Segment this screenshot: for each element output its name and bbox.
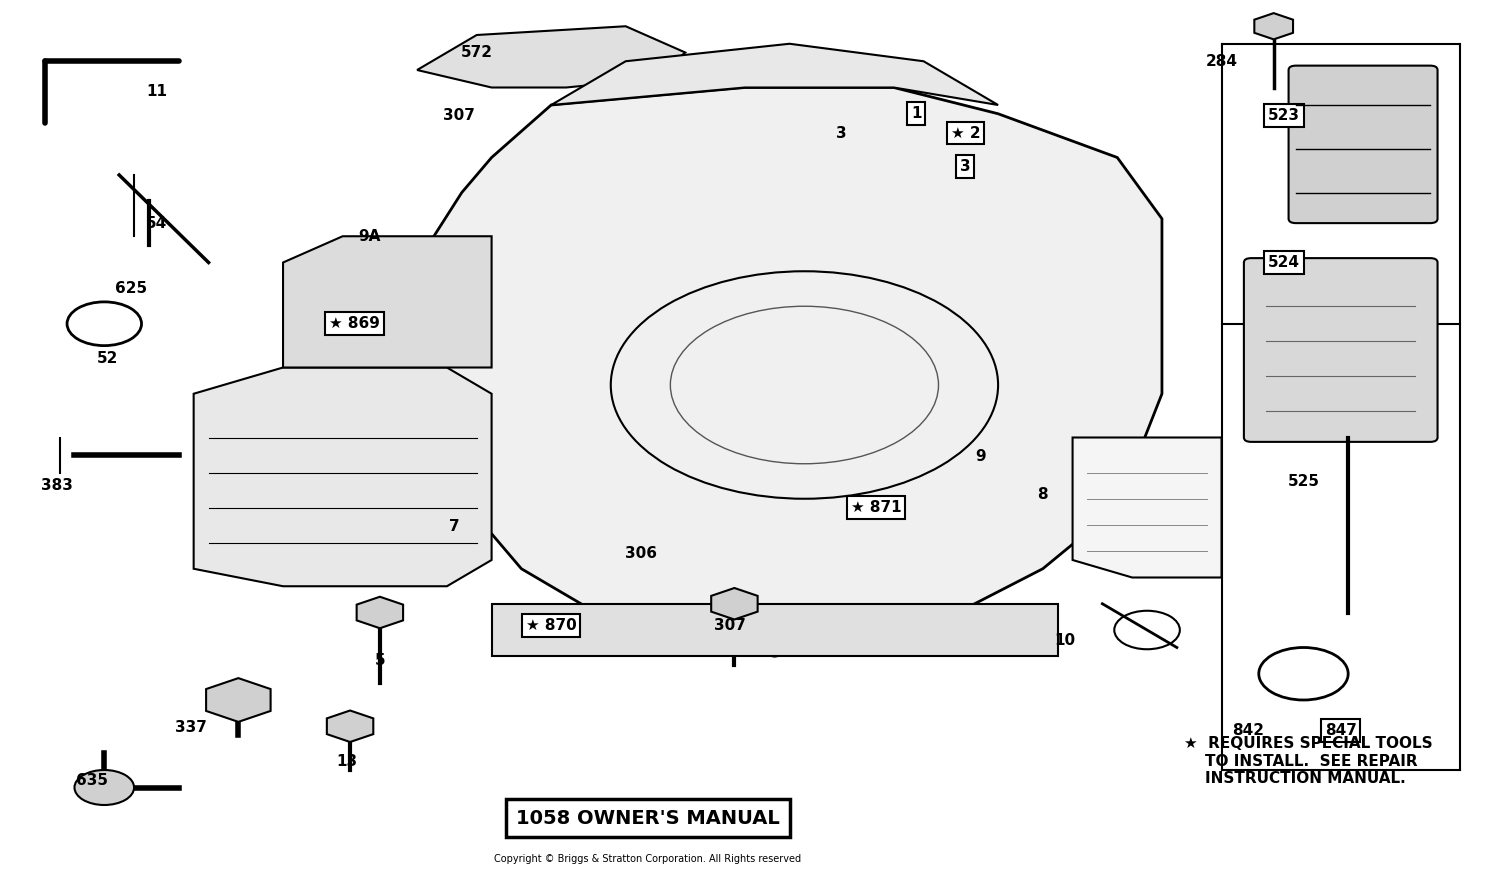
Circle shape: [75, 770, 134, 805]
Polygon shape: [194, 368, 492, 586]
Text: 1058 OWNER'S MANUAL: 1058 OWNER'S MANUAL: [516, 808, 780, 828]
Text: 523: 523: [1268, 108, 1300, 123]
Polygon shape: [711, 588, 758, 619]
FancyBboxPatch shape: [1288, 66, 1437, 223]
Text: ★ 870: ★ 870: [526, 618, 576, 634]
Polygon shape: [417, 88, 1162, 656]
Text: ★ 2: ★ 2: [951, 125, 980, 141]
Text: 307: 307: [714, 618, 746, 634]
Text: 524: 524: [1268, 255, 1300, 270]
Text: ★  REQUIRES SPECIAL TOOLS
    TO INSTALL.  SEE REPAIR
    INSTRUCTION MANUAL.: ★ REQUIRES SPECIAL TOOLS TO INSTALL. SEE…: [1185, 737, 1432, 786]
Text: 842: 842: [1233, 723, 1264, 738]
Text: 52: 52: [96, 351, 118, 367]
Polygon shape: [550, 44, 998, 105]
Text: 54: 54: [146, 215, 166, 231]
Text: 1: 1: [910, 106, 921, 122]
Text: 625: 625: [116, 281, 147, 297]
Text: 3: 3: [960, 158, 970, 174]
Text: 10: 10: [1054, 633, 1076, 648]
Polygon shape: [417, 26, 686, 88]
Text: 572: 572: [460, 45, 492, 60]
Text: 3: 3: [837, 125, 848, 141]
Text: BRIGGS & STRATTON: BRIGGS & STRATTON: [596, 423, 954, 452]
Text: 306: 306: [624, 545, 657, 561]
Text: 7: 7: [448, 519, 459, 535]
Text: 525: 525: [1287, 473, 1320, 489]
Polygon shape: [1072, 438, 1221, 578]
Text: 307: 307: [442, 108, 476, 123]
Text: 5: 5: [375, 653, 386, 668]
Text: 9: 9: [975, 449, 986, 465]
Text: 284: 284: [1206, 53, 1237, 69]
Text: 337: 337: [174, 720, 207, 736]
Text: 13: 13: [336, 753, 357, 769]
Text: Copyright © Briggs & Stratton Corporation. All Rights reserved: Copyright © Briggs & Stratton Corporatio…: [495, 854, 801, 864]
Text: 9A: 9A: [358, 228, 381, 244]
FancyBboxPatch shape: [1244, 258, 1437, 442]
FancyBboxPatch shape: [492, 604, 1058, 656]
Text: 8: 8: [1038, 487, 1048, 502]
Text: 383: 383: [40, 478, 72, 494]
Polygon shape: [1254, 13, 1293, 39]
Polygon shape: [206, 678, 270, 722]
Polygon shape: [284, 236, 492, 368]
Text: ★ 869: ★ 869: [328, 316, 380, 332]
Text: 847: 847: [1324, 723, 1356, 738]
Polygon shape: [327, 710, 374, 742]
Text: ★ 871: ★ 871: [850, 500, 901, 515]
Polygon shape: [357, 597, 404, 628]
Text: 635: 635: [76, 773, 108, 788]
Text: 11: 11: [146, 84, 166, 100]
